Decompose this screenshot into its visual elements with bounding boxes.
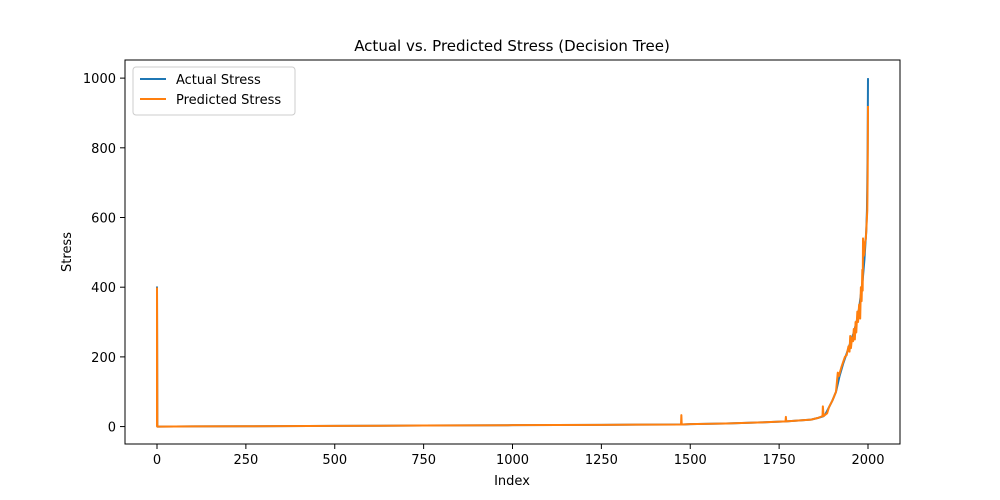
x-tick-label: 1000	[496, 453, 529, 468]
plot-frame	[124, 59, 901, 445]
legend: Actual Stress Predicted Stress	[132, 66, 296, 116]
y-axis-label: Stress	[60, 232, 75, 272]
legend-label-predicted: Predicted Stress	[176, 93, 281, 108]
y-tick-label: 200	[91, 351, 116, 366]
x-tick-label: 500	[322, 453, 347, 468]
legend-box	[132, 66, 296, 116]
x-axis-label: Index	[494, 474, 530, 489]
y-tick-label: 600	[91, 212, 116, 227]
y-tick-label: 0	[108, 421, 116, 436]
x-tick-label: 2000	[851, 453, 884, 468]
x-tick-label: 0	[153, 453, 161, 468]
y-tick-label: 400	[91, 281, 116, 296]
x-axis: 0 250 500 750 1000 1250 1500 1750 2000	[153, 444, 885, 468]
x-tick-label: 750	[411, 453, 436, 468]
y-tick-label: 800	[91, 142, 116, 157]
x-tick-label: 1750	[763, 453, 796, 468]
chart-title: Actual vs. Predicted Stress (Decision Tr…	[354, 37, 670, 55]
y-tick-label: 1000	[83, 72, 116, 87]
series-line-predicted-stress	[156, 105, 869, 428]
legend-label-actual: Actual Stress	[176, 73, 261, 88]
plot-area	[156, 78, 869, 428]
y-axis: 0 200 400 600 800 1000	[83, 72, 125, 436]
series-line-actual-stress	[156, 78, 869, 428]
x-tick-label: 250	[233, 453, 258, 468]
x-tick-label: 1500	[674, 453, 707, 468]
x-tick-label: 1250	[585, 453, 618, 468]
